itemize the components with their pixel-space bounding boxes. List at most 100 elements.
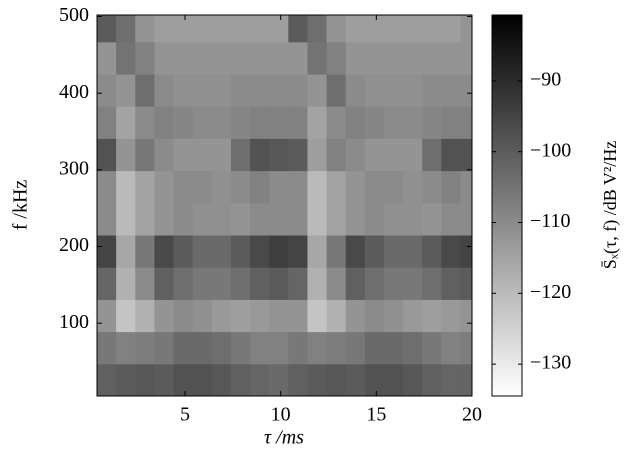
heatmap-cell	[173, 299, 194, 333]
heatmap-cell	[97, 235, 117, 268]
heatmap-cell	[345, 331, 366, 365]
heatmap-cell	[403, 41, 423, 75]
y-axis-label: f /kHz	[10, 180, 32, 231]
heatmap-cell	[250, 106, 270, 139]
heatmap-cell	[288, 106, 308, 139]
heatmap-cell	[307, 331, 328, 365]
heatmap-cell	[307, 363, 328, 396]
heatmap-cell	[307, 138, 328, 172]
heatmap-cell	[288, 202, 308, 236]
heatmap-cell	[154, 74, 175, 107]
plot-frame	[96, 14, 473, 397]
heatmap-cell	[326, 267, 347, 300]
heatmap-cell	[460, 74, 472, 107]
heatmap-cell	[116, 202, 136, 236]
heatmap-cell	[250, 331, 270, 365]
y-tick-label: 400	[59, 81, 89, 103]
heatmap-cell	[173, 41, 194, 75]
heatmap-cell	[326, 363, 347, 396]
heatmap-cell	[116, 138, 136, 172]
heatmap-cell	[230, 267, 251, 300]
heatmap-cell	[135, 74, 155, 107]
heatmap-cell	[383, 331, 404, 365]
y-tick-label: 500	[59, 4, 89, 26]
heatmap-cell	[383, 299, 404, 333]
heatmap-cell	[97, 15, 117, 43]
heatmap-cell	[441, 202, 462, 236]
heatmap-cell	[383, 41, 404, 75]
heatmap-cell	[422, 299, 442, 333]
heatmap-cell	[154, 170, 175, 204]
heatmap-cell	[441, 41, 462, 75]
heatmap-cell	[230, 363, 251, 396]
heatmap-cell	[97, 202, 117, 236]
heatmap-cell	[307, 202, 328, 236]
heatmap-cell	[383, 15, 404, 43]
x-axis-label: τ /ms	[264, 427, 304, 449]
heatmap-cell	[441, 138, 462, 172]
heatmap-cell	[135, 235, 155, 268]
colorbar-label: S̄ₓ(τ, f) /dB V²/Hz	[600, 141, 621, 270]
heatmap-cell	[326, 170, 347, 204]
heatmap-cell	[288, 138, 308, 172]
heatmap-cell	[154, 106, 175, 139]
heatmap-cell	[173, 170, 194, 204]
heatmap-cell	[364, 331, 385, 365]
heatmap-cell	[307, 235, 328, 268]
heatmap-cell	[326, 106, 347, 139]
colorbar-tick-label: −100	[530, 139, 571, 161]
heatmap-cell	[230, 331, 251, 365]
heatmap-cell	[345, 235, 366, 268]
heatmap-cell	[403, 202, 423, 236]
heatmap-cell	[345, 74, 366, 107]
heatmap-cell	[250, 41, 270, 75]
heatmap-cell	[460, 138, 472, 172]
heatmap-cell	[422, 138, 442, 172]
heatmap-cell	[345, 202, 366, 236]
heatmap-cell	[403, 331, 423, 365]
heatmap-cell	[383, 138, 404, 172]
heatmap-cell	[422, 41, 442, 75]
heatmap-cell	[345, 267, 366, 300]
heatmap-cell	[250, 235, 270, 268]
heatmap-cell	[326, 15, 347, 43]
heatmap-cell	[211, 331, 232, 365]
heatmap-cell	[135, 138, 155, 172]
heatmap-cell	[307, 41, 328, 75]
heatmap-cell	[269, 41, 289, 75]
heatmap-cell	[345, 363, 366, 396]
heatmap-cell	[288, 331, 308, 365]
heatmap-cell	[154, 15, 175, 43]
heatmap-cell	[269, 299, 289, 333]
heatmap-cell	[326, 202, 347, 236]
heatmap-cell	[422, 202, 442, 236]
heatmap-cell	[154, 41, 175, 75]
heatmap-cell	[173, 74, 194, 107]
heatmap-cell	[441, 235, 462, 268]
heatmap-cell	[211, 363, 232, 396]
heatmap-cell	[441, 299, 462, 333]
heatmap-cell	[326, 74, 347, 107]
x-tick-label: 10	[271, 404, 291, 426]
heatmap-cell	[135, 331, 155, 365]
heatmap-cell	[269, 267, 289, 300]
heatmap-cell	[192, 41, 213, 75]
heatmap-cell	[269, 138, 289, 172]
heatmap-cell	[383, 363, 404, 396]
heatmap-cell	[269, 15, 289, 43]
heatmap-cell	[326, 235, 347, 268]
heatmap-cell	[211, 299, 232, 333]
heatmap-cell	[460, 15, 472, 43]
y-tick-label: 100	[59, 311, 89, 333]
heatmap-cell	[307, 106, 328, 139]
heatmap-cell	[192, 363, 213, 396]
heatmap-cell	[441, 170, 462, 204]
colorbar-tick-label: −110	[530, 210, 571, 232]
heatmap-cell	[460, 331, 472, 365]
heatmap-cell	[345, 41, 366, 75]
heatmap-cell	[173, 267, 194, 300]
heatmap-cell	[460, 202, 472, 236]
heatmap-cell	[383, 235, 404, 268]
heatmap-cell	[116, 235, 136, 268]
heatmap-cell	[345, 106, 366, 139]
